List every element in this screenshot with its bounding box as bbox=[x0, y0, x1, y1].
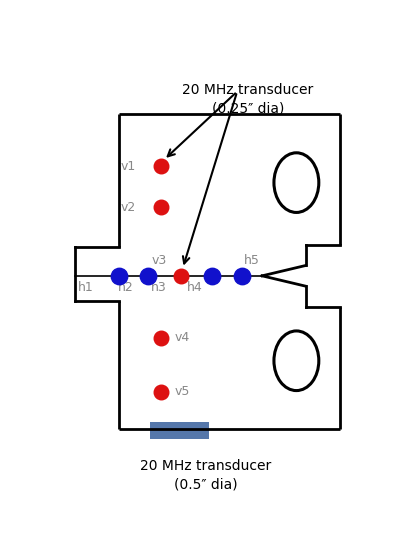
Point bbox=[157, 203, 164, 212]
Text: v1: v1 bbox=[120, 160, 136, 173]
Text: h2: h2 bbox=[118, 281, 134, 294]
Text: v2: v2 bbox=[120, 201, 136, 214]
Text: h3: h3 bbox=[151, 281, 167, 294]
Text: h5: h5 bbox=[244, 253, 259, 267]
Point bbox=[157, 334, 164, 342]
Text: 20 MHz transducer
(0.5″ dia): 20 MHz transducer (0.5″ dia) bbox=[140, 459, 271, 491]
Point bbox=[115, 272, 122, 280]
Point bbox=[209, 272, 215, 280]
Point bbox=[145, 272, 151, 280]
Text: v5: v5 bbox=[174, 385, 190, 398]
Text: v4: v4 bbox=[174, 331, 190, 344]
Text: h4: h4 bbox=[186, 281, 202, 294]
Text: 20 MHz transducer
(0.25″ dia): 20 MHz transducer (0.25″ dia) bbox=[182, 83, 313, 116]
Point bbox=[157, 387, 164, 396]
Text: h1: h1 bbox=[78, 281, 94, 294]
Point bbox=[157, 162, 164, 171]
Text: v3: v3 bbox=[152, 253, 167, 267]
Point bbox=[238, 272, 245, 280]
Bar bbox=[150, 422, 209, 440]
Point bbox=[177, 272, 184, 280]
